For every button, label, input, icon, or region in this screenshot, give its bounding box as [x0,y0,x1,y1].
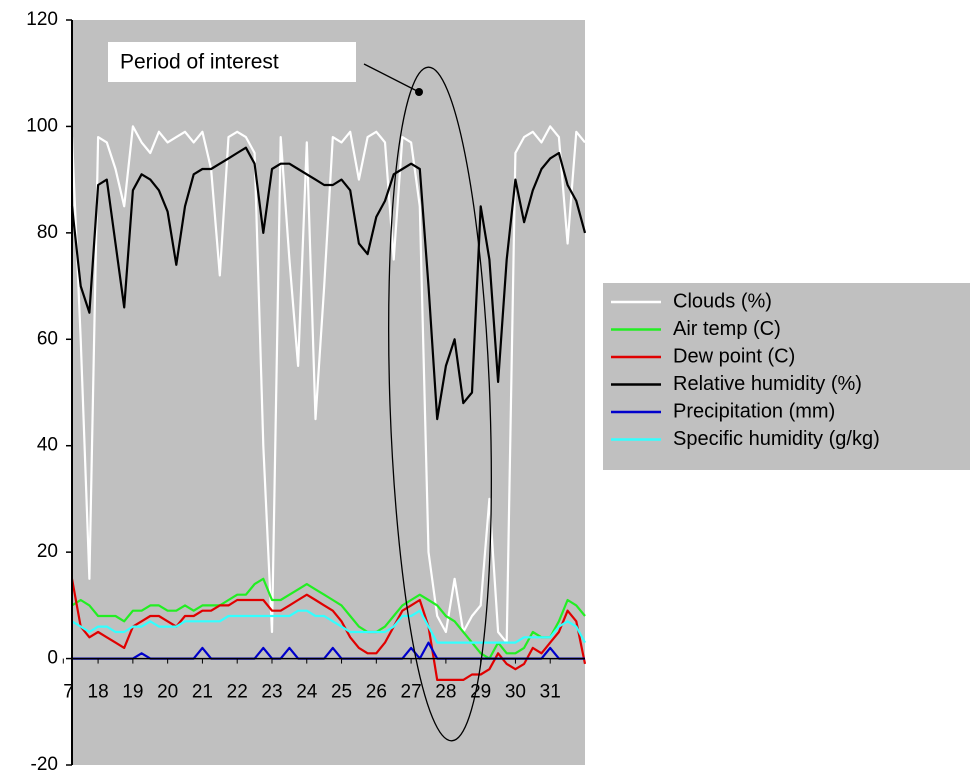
y-tick-label: 20 [37,541,58,562]
y-tick-label: 60 [37,328,58,349]
x-tick-label: 22 [227,682,248,703]
series-line [71,577,586,660]
x-tick-label: 23 [261,682,282,703]
x-tick-label: 26 [366,682,387,703]
x-tick-label: 30 [505,682,526,703]
x-tick-label: 21 [192,682,213,703]
y-tick-label: 80 [37,222,58,243]
x-tick-label: 28 [435,682,456,703]
annotation-line [363,63,420,93]
legend-label: Precipitation (mm) [673,400,835,422]
legend-background [603,283,970,470]
series-line [70,146,587,421]
series-line [70,578,587,681]
highlight-ellipse [388,66,492,742]
legend-label: Clouds (%) [673,290,772,312]
x-tick-label: 19 [122,682,143,703]
legend-label: Dew point (C) [673,345,795,367]
x-tick-label: 25 [331,682,352,703]
x-tick-label: 24 [296,682,318,703]
y-tick-label: 0 [47,648,58,669]
annotation-box [108,42,356,82]
x-tick-label: 31 [540,682,561,703]
y-tick-label: 40 [37,435,58,456]
series-line [71,609,586,644]
y-tick-label: -20 [31,754,58,775]
x-tick-label: 20 [157,682,178,703]
x-tick-label: 17 [53,682,74,703]
x-tick-labels: 17 18 19 20 21 22 23 24 25 26 27 28 29 30 31 [53,682,561,703]
y-tick-label: 100 [26,115,58,136]
y-tick-label: 120 [26,9,58,30]
annotation: Period of interest [120,51,279,74]
legend-label: Air temp (C) [673,318,781,340]
annotation-dot [415,88,423,96]
series-line [70,125,586,644]
legend-label: Relative humidity (%) [673,373,862,395]
x-tick-label: 29 [470,682,491,703]
legend-label: Specific humidity (g/kg) [673,428,880,450]
x-tick-label: 27 [401,682,422,703]
x-tick-label: 18 [88,682,109,703]
plot-background [72,20,585,765]
